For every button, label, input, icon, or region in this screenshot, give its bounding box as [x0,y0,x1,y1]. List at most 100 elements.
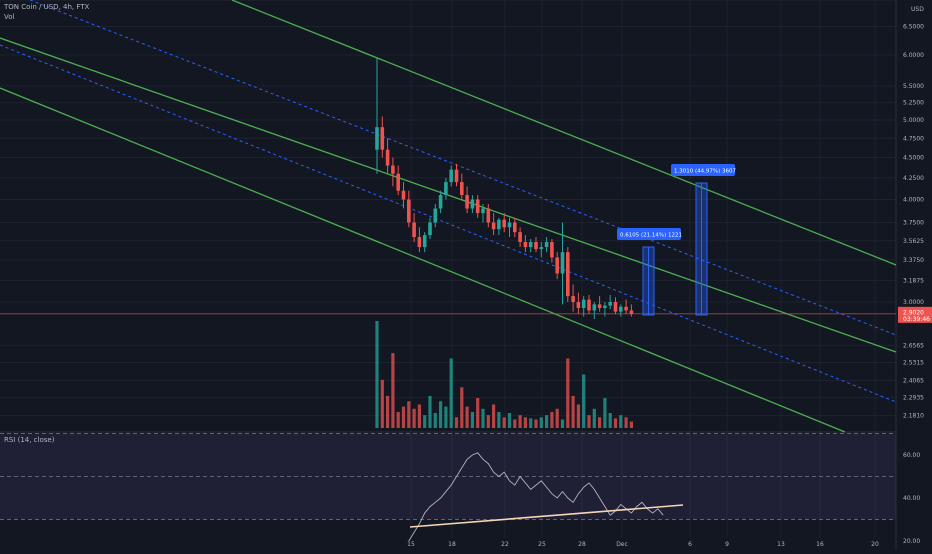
candle [401,182,406,209]
candle [507,217,512,238]
price-tick-label: 5.2500 [903,100,924,107]
rsi-tick-label: 20.00 [903,538,920,545]
price-tick-label: 2.2935 [903,395,924,402]
range-label-bg [617,228,681,240]
candle [560,222,565,305]
price-tick-label: 4.2500 [903,175,924,182]
volume-bar [407,401,411,428]
candle-body [528,242,533,248]
candle [592,302,597,320]
price-tick-label: 2.6565 [903,342,924,349]
volume-bar [465,406,469,428]
volume-bar [566,358,570,428]
rsi-tick-label: 60.00 [903,452,920,459]
candle [581,296,586,317]
time-tick-label: 20 [871,541,879,548]
volume-bar [539,417,543,428]
candle-body [422,235,427,248]
price-tick-label: 6.0000 [903,52,924,59]
volume-bar [629,421,633,428]
candle-body [518,232,522,243]
volume-bar [476,398,480,428]
price-tick-label: 3.1875 [903,277,924,284]
candle [380,116,385,158]
time-tick-label: 28 [578,541,586,548]
symbol-title[interactable]: TON Coin / USD, 4h, FTX [4,3,90,11]
time-tick-label: 13 [777,541,785,548]
candle [619,304,623,317]
price-tick-label: 6.5000 [903,24,924,31]
candle-body [428,222,432,236]
candle-body [491,222,496,230]
volume-bar [613,418,618,428]
rsi-line [408,452,664,542]
candle-body [608,302,612,306]
candle-body [433,208,438,223]
candle-body [613,302,618,312]
candle-body [454,169,459,183]
candle [597,296,602,312]
volume-bar [518,415,522,428]
time-tick-label: 22 [501,541,509,548]
volume-bar [417,404,421,428]
candle [460,173,464,200]
candle-body [539,247,544,250]
candle [523,235,528,253]
candle-body [550,242,554,258]
candle-body [587,299,591,311]
range-label: 1.3010 (44.97%) 3607 [674,169,737,175]
candle-body [603,305,607,308]
candles [375,58,634,320]
candle [497,217,501,236]
volume-bar [502,417,506,428]
candle [566,247,570,302]
volume-bar [454,417,459,428]
price-tick-label: 3.5625 [903,238,924,245]
candle-body [507,222,512,228]
volume-bars [375,321,633,428]
candle [470,195,475,214]
range-label: 0.6105 (21.14%) 1221 [620,233,682,239]
grid [0,0,897,550]
price-tick-label: 2.4065 [903,378,924,385]
rsi-label: RSI (14, close) [4,436,55,444]
volume-bar [481,408,485,428]
rsi-trendline [409,504,684,528]
volume-bar [592,408,596,428]
volume-bar [624,417,628,428]
candle [576,292,581,315]
candle-body [597,304,602,308]
candle [422,232,427,253]
volume-bar [571,395,575,428]
candle [629,304,634,317]
candle-body [566,252,570,297]
candle [502,213,506,233]
volume-bar [391,353,395,428]
time-axis: 15 18 22 25 28 Dec 6 9 13 16 20 [407,541,879,548]
volume-bar [439,401,443,428]
price-tag-countdown: 03:39:46 [903,316,930,323]
price-tick-label: 3.7500 [903,219,924,226]
price-tag-value: 2.9020 [903,309,924,316]
candle [624,299,628,315]
channel-dashed-line [29,0,897,336]
candle [412,213,416,243]
channel-lower-line [0,87,846,433]
volume-bar [433,413,437,428]
candle [454,163,459,187]
time-tick-label: 9 [725,541,729,548]
candle-body [481,208,485,214]
candle-body [438,195,443,209]
price-tick-label: 5.5000 [903,83,924,90]
candle-body [385,149,390,166]
time-tick-label: 16 [816,541,824,548]
price-tick-label: 2.1810 [903,413,924,420]
range-label-bg [671,164,735,176]
candle [481,203,485,223]
time-tick-label: 6 [688,541,692,548]
volume-bar [587,415,591,428]
candle [465,186,469,214]
candle-body [401,190,406,200]
